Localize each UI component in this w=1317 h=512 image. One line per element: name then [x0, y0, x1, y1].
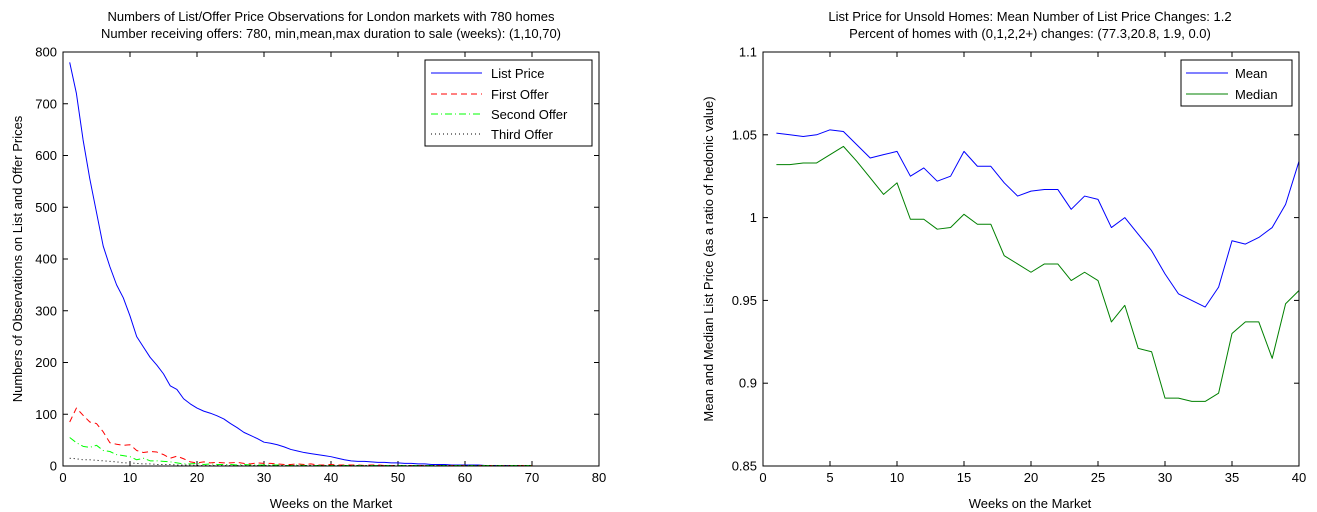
left-series-line-second-offer [69, 437, 532, 466]
left-y-tick-label: 100 [35, 407, 57, 422]
left-legend-box [424, 59, 593, 147]
left-chart-x-axis-label: Weeks on the Market [270, 496, 393, 511]
left-x-tick-label: 40 [324, 470, 338, 485]
right-chart-legend: Mean Median [1180, 59, 1293, 107]
right-y-tick-label: 0.9 [739, 376, 757, 391]
left-chart-ticks: 0 10 20 30 40 50 60 70 8001002003004005006007008… [35, 45, 606, 486]
right-y-tick-label: 1.05 [732, 127, 757, 142]
right-plot-frame [762, 51, 1300, 467]
right-chart-x-axis-label: Weeks on the Market [969, 496, 1092, 511]
left-y-tick-label: 500 [35, 200, 57, 215]
left-x-tick-label: 60 [458, 470, 472, 485]
left-x-tick-label: 10 [123, 470, 137, 485]
left-x-tick-label: 20 [190, 470, 204, 485]
left-series-line-first-offer [69, 407, 532, 466]
left-y-tick-label: 400 [35, 252, 57, 267]
left-x-tick-label: 80 [592, 470, 606, 485]
right-x-tick-label: 15 [957, 470, 971, 485]
right-y-tick-label: 0.85 [732, 459, 757, 474]
left-legend-label-first-offer: First Offer [491, 87, 549, 102]
left-plot-frame [62, 51, 600, 467]
left-y-tick-label: 600 [35, 148, 57, 163]
right-x-tick-label: 30 [1158, 470, 1172, 485]
left-chart-subtitle: Number receiving offers: 780, min,mean,m… [101, 26, 561, 41]
left-y-tick-label: 200 [35, 355, 57, 370]
right-chart-y-axis-label: Mean and Median List Price (as a ratio o… [701, 96, 716, 421]
right-legend-label-median: Median [1235, 87, 1278, 102]
right-chart-title: List Price for Unsold Homes: Mean Number… [828, 9, 1231, 24]
right-x-tick-label: 35 [1225, 470, 1239, 485]
right-chart-subtitle: Percent of homes with (0,1,2,2+) changes… [849, 26, 1211, 41]
left-series-line-list-price [69, 62, 532, 466]
left-x-tick-label: 50 [391, 470, 405, 485]
right-x-tick-label: 25 [1091, 470, 1105, 485]
right-chart-ticks: 0 5 10 15 20 25 30 35 40 0.85 0.9 0.95 1 1.05 1.1 [732, 45, 1307, 486]
right-x-tick-label: 10 [890, 470, 904, 485]
left-y-tick-label: 700 [35, 96, 57, 111]
left-chart-y-axis-label: Numbers of Observations on List and Offe… [10, 115, 25, 402]
right-legend-label-mean: Mean [1235, 66, 1268, 81]
right-y-tick-label: 0.95 [732, 293, 757, 308]
left-chart-series [69, 62, 532, 466]
left-x-tick-label: 30 [257, 470, 271, 485]
right-x-tick-label: 5 [826, 470, 833, 485]
left-legend-label-second-offer: Second Offer [491, 107, 568, 122]
left-chart-legend: List Price First Offer Second Offer Thir… [424, 59, 593, 147]
right-plot-area [763, 52, 1299, 466]
right-x-tick-label: 20 [1024, 470, 1038, 485]
left-y-tick-label: 300 [35, 303, 57, 318]
right-x-tick-label: 40 [1292, 470, 1306, 485]
right-legend-box [1180, 59, 1293, 107]
left-legend-label-list-price: List Price [491, 66, 544, 81]
left-chart-title: Numbers of List/Offer Price Observations… [107, 9, 555, 24]
left-legend-label-third-offer: Third Offer [491, 127, 554, 142]
right-series-line-mean [776, 129, 1300, 308]
left-x-tick-label: 70 [525, 470, 539, 485]
left-chart: Numbers of List/Offer Price Observations… [10, 9, 606, 511]
left-y-tick-label: 800 [35, 45, 57, 60]
right-series-line-median [776, 145, 1300, 402]
right-chart-series [776, 129, 1300, 402]
right-y-tick-label: 1 [750, 210, 757, 225]
right-chart: List Price for Unsold Homes: Mean Number… [701, 9, 1306, 511]
right-x-tick-label: 0 [759, 470, 766, 485]
left-y-tick-label: 0 [50, 459, 57, 474]
left-x-tick-label: 0 [59, 470, 66, 485]
right-y-tick-label: 1.1 [739, 45, 757, 60]
